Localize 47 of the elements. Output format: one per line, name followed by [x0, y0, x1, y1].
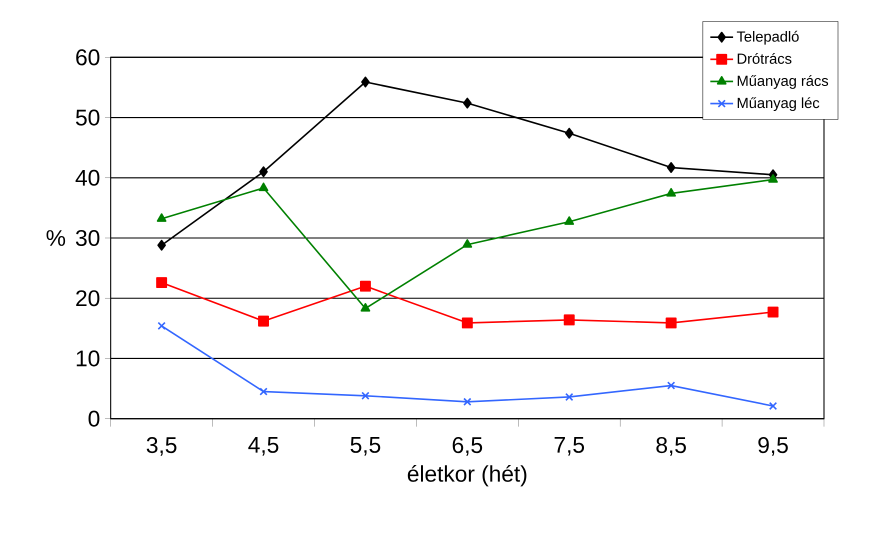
y-tick-label: 10	[76, 350, 100, 366]
y-tick-label: 40	[76, 170, 100, 186]
x-tick-label: 7,5	[554, 436, 584, 456]
point	[463, 97, 472, 108]
y-tick-label: 20	[76, 290, 100, 306]
point	[768, 306, 779, 318]
point	[360, 280, 371, 292]
x-tick-label: 9,5	[758, 436, 788, 456]
x-tick-label: 6,5	[452, 436, 482, 456]
point	[564, 314, 575, 326]
point	[156, 276, 168, 288]
y-axis-title: %	[46, 230, 66, 246]
point	[156, 213, 166, 222]
point	[258, 182, 268, 191]
x-tick-label: 5,5	[350, 436, 380, 456]
legend-label: Műanyag rács	[738, 74, 828, 89]
x-axis-title: életkor (hét)	[408, 464, 526, 486]
point	[565, 392, 574, 401]
point	[258, 315, 269, 326]
legend-label: Drótrács	[738, 52, 792, 64]
point	[462, 317, 473, 328]
point	[360, 302, 370, 312]
point	[564, 128, 574, 139]
point	[158, 322, 166, 330]
x-tick-label: 3,5	[146, 436, 176, 456]
point	[463, 398, 472, 406]
point	[768, 174, 778, 183]
y-tick-label: 30	[76, 230, 100, 246]
point	[157, 240, 166, 251]
point	[259, 387, 268, 396]
point	[666, 188, 676, 196]
point	[462, 239, 472, 248]
point	[666, 162, 676, 173]
point	[564, 216, 574, 225]
y-tick-label: 0	[88, 410, 100, 427]
x-tick-label: 8,5	[656, 436, 686, 456]
point	[667, 381, 676, 390]
legend-label: Műanyag léc	[738, 97, 820, 111]
point	[666, 317, 677, 328]
point	[768, 402, 778, 410]
y-tick-label: 60	[76, 49, 100, 66]
legend-label: Telepadló	[736, 30, 799, 44]
point	[361, 76, 370, 88]
point	[259, 166, 268, 178]
x-tick-label: 4,5	[248, 436, 278, 456]
point	[361, 392, 370, 400]
y-tick-label: 50	[76, 109, 100, 126]
